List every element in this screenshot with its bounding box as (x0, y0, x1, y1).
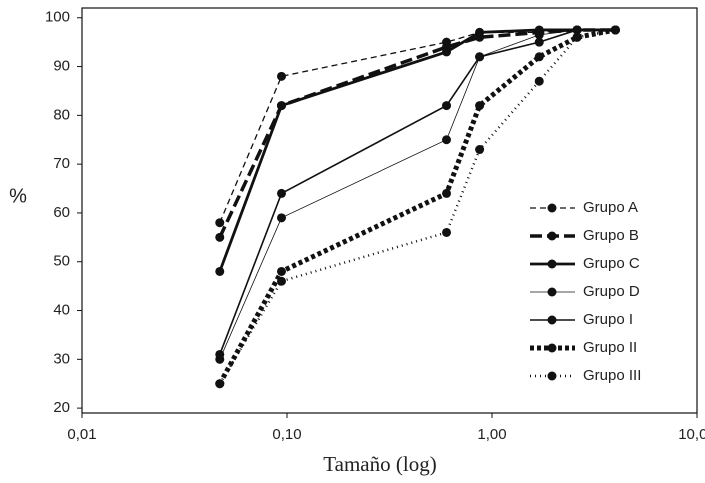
data-point (534, 30, 544, 40)
y-axis-label: % (9, 185, 27, 207)
legend-marker (547, 259, 557, 269)
x-tick-label: 1,00 (477, 426, 506, 443)
data-point (276, 213, 286, 223)
data-point (442, 101, 452, 111)
y-tick-label: 80 (53, 106, 70, 123)
data-point (572, 25, 582, 35)
legend-label: Grupo C (583, 255, 640, 272)
plot-frame (81, 7, 698, 414)
data-point (572, 32, 582, 42)
legend-label: Grupo III (583, 367, 641, 384)
data-point (475, 101, 485, 111)
data-point (215, 379, 225, 389)
data-point (442, 227, 452, 237)
legend-marker (547, 203, 557, 213)
data-point (276, 266, 286, 276)
data-point (442, 188, 452, 198)
legend-label: Grupo II (583, 339, 637, 356)
x-tick-label: 0,01 (67, 426, 96, 443)
legend-marker (547, 371, 557, 381)
x-tick-label: 10,00 (678, 426, 705, 443)
y-tick-label: 30 (53, 350, 70, 367)
data-point (215, 218, 225, 228)
legend-marker (547, 287, 557, 297)
data-point (276, 276, 286, 286)
legend-label: Grupo I (583, 311, 633, 328)
data-point (475, 145, 485, 155)
data-point (276, 188, 286, 198)
y-tick-label: 70 (53, 155, 70, 172)
data-point (534, 52, 544, 62)
data-point (276, 101, 286, 111)
x-tick-label: 0,10 (272, 426, 301, 443)
data-point (215, 232, 225, 242)
legend-label: Grupo B (583, 227, 639, 244)
legend-label: Grupo D (583, 283, 640, 300)
y-tick-label: 50 (53, 253, 70, 270)
data-point (534, 76, 544, 86)
data-point (215, 266, 225, 276)
data-point (442, 135, 452, 145)
legend-marker (547, 315, 557, 325)
legend-label: Grupo A (583, 199, 638, 216)
data-point (276, 71, 286, 81)
y-tick-label: 100 (45, 9, 70, 26)
legend-marker (547, 231, 557, 241)
data-point (610, 25, 620, 35)
data-point (442, 47, 452, 57)
data-point (534, 37, 544, 47)
x-axis-label: Tamaño (log) (323, 452, 436, 476)
y-tick-label: 90 (53, 58, 70, 75)
y-tick-label: 20 (53, 399, 70, 416)
data-point (475, 27, 485, 37)
y-tick-label: 40 (53, 301, 70, 318)
legend-marker (547, 343, 557, 353)
y-tick-label: 60 (53, 204, 70, 221)
data-point (475, 52, 485, 62)
legend-bg (526, 223, 646, 249)
data-point (215, 349, 225, 359)
